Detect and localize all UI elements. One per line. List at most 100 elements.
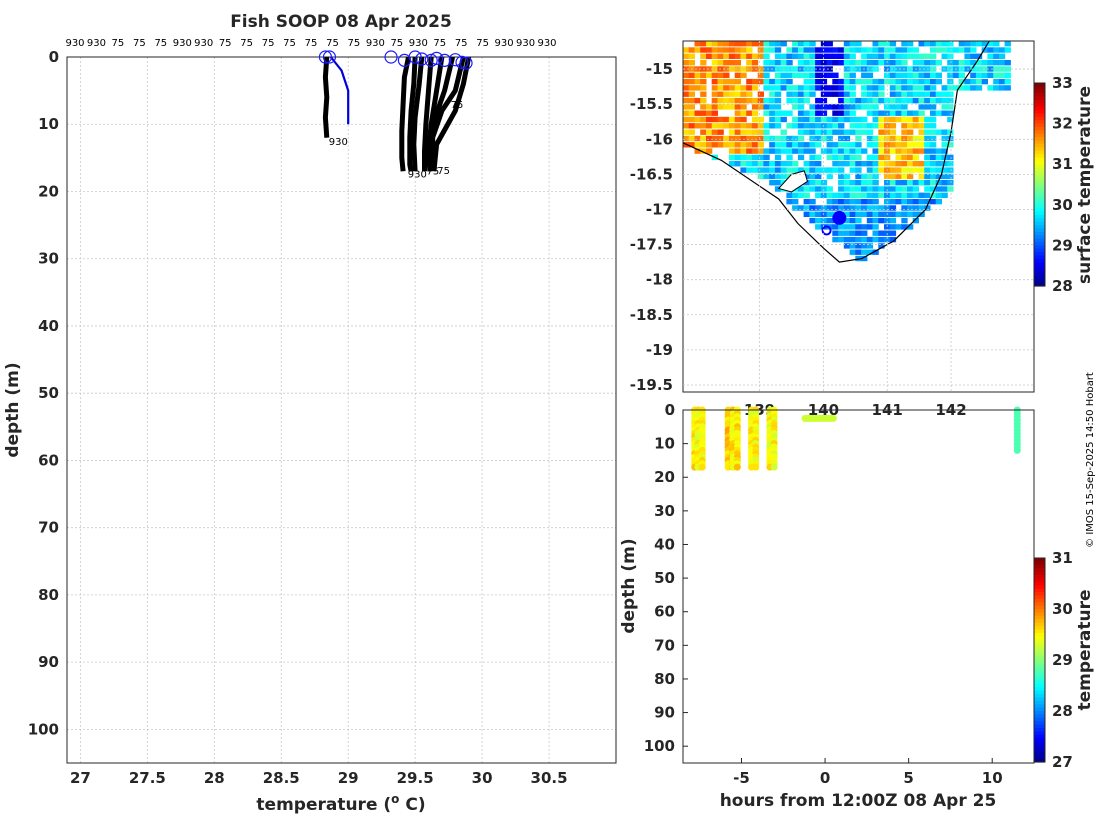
map-sst-cell — [889, 230, 897, 236]
map-colorbar-segment — [1034, 214, 1045, 219]
map-sst-cell — [872, 224, 879, 230]
map-sst-cell — [924, 161, 931, 167]
map-sst-cell — [683, 85, 690, 91]
map-sst-cell — [803, 167, 810, 173]
map-sst-cell — [998, 78, 1006, 85]
map-sst-cell — [958, 78, 965, 85]
map-sst-cell — [792, 135, 799, 142]
map-sst-cell — [751, 78, 759, 85]
map-sst-cell — [901, 104, 908, 110]
map-sst-cell — [706, 142, 713, 148]
map-sst-cell — [683, 97, 690, 104]
timeseries-colorbar-segment — [1034, 724, 1045, 729]
map-sst-cell — [797, 110, 805, 116]
map-sst-cell — [981, 47, 988, 53]
map-sst-cell — [792, 167, 799, 173]
map-sst-cell — [843, 91, 851, 97]
timeseries-colorbar-segment — [1034, 568, 1045, 573]
profile-y-tick-label: 40 — [38, 317, 59, 335]
map-sst-cell — [895, 161, 902, 167]
map-sst-cell — [769, 85, 776, 91]
map-sst-cell — [912, 91, 919, 97]
map-sst-cell — [930, 142, 937, 148]
map-sst-cell — [797, 104, 805, 110]
map-sst-cell — [889, 47, 897, 53]
map-sst-cell — [889, 167, 897, 173]
timeseries-colorbar-segment — [1034, 564, 1045, 569]
map-sst-cell — [935, 60, 942, 66]
map-sst-cell — [763, 97, 770, 104]
map-sst-cell — [907, 41, 914, 47]
map-sst-cell — [700, 41, 707, 47]
map-sst-cell — [832, 142, 839, 148]
map-sst-cell — [947, 129, 954, 135]
map-sst-cell — [700, 129, 707, 135]
map-sst-cell — [809, 148, 816, 154]
timeseries-y-tick-label: 0 — [665, 401, 675, 419]
map-sst-cell — [763, 161, 770, 167]
map-sst-cell — [941, 167, 948, 173]
map-sst-cell — [763, 66, 770, 72]
map-sst-cell — [728, 161, 736, 167]
map-sst-cell — [797, 167, 805, 173]
map-sst-cell — [941, 97, 948, 104]
map-sst-cell — [861, 72, 868, 78]
map-sst-cell — [734, 53, 741, 59]
map-sst-cell — [694, 66, 701, 72]
map-sst-cell — [734, 72, 741, 78]
timeseries-colorbar-segment — [1034, 585, 1045, 590]
map-sst-cell — [786, 123, 793, 129]
map-sst-cell — [780, 41, 787, 47]
map-sst-cell — [884, 173, 891, 180]
map-sst-cell — [918, 85, 925, 91]
map-sst-cell — [740, 47, 747, 53]
map-sst-cell — [878, 97, 885, 104]
map-sst-cell — [769, 110, 776, 116]
map-sst-cell — [878, 236, 885, 243]
map-sst-cell — [723, 123, 730, 129]
map-sst-cell — [872, 198, 879, 205]
map-sst-cell — [912, 180, 919, 186]
map-sst-cell — [872, 173, 879, 180]
map-sst-cell — [706, 104, 713, 110]
map-sst-cell — [901, 154, 908, 161]
timeseries-colorbar-segment — [1034, 714, 1045, 719]
profile-x-axis-label: temperature (o C) — [256, 792, 425, 815]
map-sst-cell — [820, 60, 828, 66]
map-colorbar-segment — [1034, 93, 1045, 98]
map-sst-cell — [970, 41, 977, 47]
map-sst-cell — [889, 173, 897, 180]
map-sst-cell — [711, 129, 718, 135]
map-sst-cell — [866, 47, 874, 53]
map-sst-cell — [907, 167, 914, 173]
map-sst-cell — [970, 60, 977, 66]
map-sst-cell — [728, 60, 736, 66]
map-sst-cell — [826, 135, 833, 142]
map-sst-cell — [717, 78, 724, 85]
map-sst-cell — [895, 167, 902, 173]
map-sst-cell — [895, 110, 902, 116]
map-sst-cell — [757, 78, 764, 85]
map-sst-cell — [843, 180, 851, 186]
map-sst-cell — [803, 205, 810, 211]
map-sst-cell — [987, 85, 994, 91]
map-sst-cell — [861, 123, 868, 129]
map-sst-cell — [998, 47, 1006, 53]
timeseries-colorbar-segment — [1034, 731, 1045, 736]
map-sst-cell — [861, 116, 868, 123]
map-sst-cell — [803, 192, 810, 198]
map-sst-cell — [855, 97, 862, 104]
map-sst-cell — [734, 161, 741, 167]
map-sst-cell — [809, 161, 816, 167]
map-sst-cell — [838, 224, 845, 230]
map-sst-cell — [866, 104, 874, 110]
map-sst-cell — [700, 142, 707, 148]
map-sst-cell — [769, 180, 776, 186]
map-sst-cell — [866, 91, 874, 97]
map-sst-cell — [803, 161, 810, 167]
timeseries-colorbar-segment — [1034, 558, 1045, 562]
map-sst-cell — [797, 85, 805, 91]
map-sst-cell — [723, 104, 730, 110]
map-sst-cell — [780, 129, 787, 135]
timeseries-colorbar-segment — [1034, 673, 1045, 678]
